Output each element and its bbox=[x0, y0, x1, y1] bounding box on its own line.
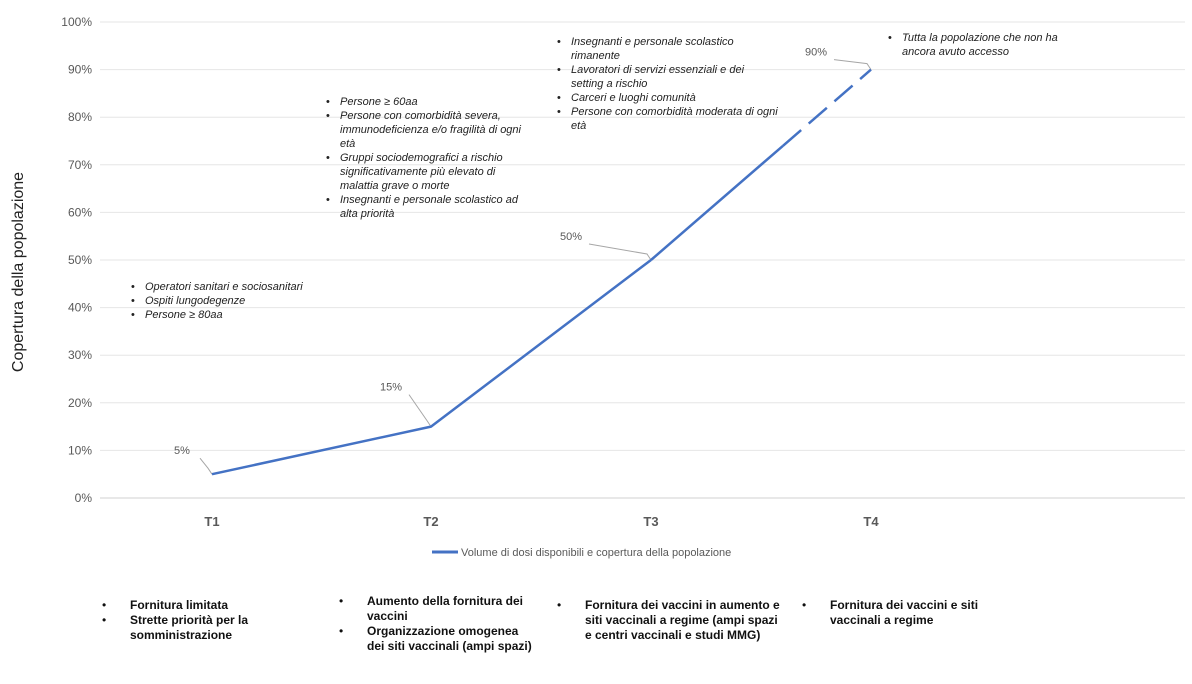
data-label-leaders bbox=[199, 59, 872, 475]
leader-line bbox=[199, 457, 213, 475]
note-item: Fornitura dei vaccini in aumento e siti … bbox=[555, 598, 785, 643]
y-tick-label: 60% bbox=[68, 205, 92, 219]
y-tick-label: 70% bbox=[68, 158, 92, 172]
legend: Volume di dosi disponibili e copertura d… bbox=[432, 547, 731, 559]
note-t1: Fornitura limitata Strette priorità per … bbox=[100, 598, 310, 643]
annotation-item: Persone ≥ 60aa bbox=[322, 95, 522, 109]
x-category-label: T2 bbox=[423, 514, 438, 529]
y-tick-label: 10% bbox=[68, 443, 92, 457]
annotation-item: Carceri e luoghi comunità bbox=[553, 91, 778, 105]
leader-line bbox=[588, 243, 652, 261]
note-item: Fornitura dei vaccini e siti vaccinali a… bbox=[800, 598, 1010, 628]
annotation-item: Persone ≥ 80aa bbox=[127, 308, 327, 322]
y-tick-label: 40% bbox=[68, 301, 92, 315]
leader-line bbox=[833, 59, 872, 70]
data-label: 15% bbox=[380, 382, 402, 394]
series-line bbox=[211, 68, 872, 476]
annotation-item: Insegnanti e personale scolastico ad alt… bbox=[322, 193, 522, 221]
annotation-item: Operatori sanitari e sociosanitari bbox=[127, 280, 327, 294]
annotation-item: Ospiti lungodegenze bbox=[127, 294, 327, 308]
series-line-dashed bbox=[782, 68, 872, 147]
note-t3: Fornitura dei vaccini in aumento e siti … bbox=[555, 598, 785, 643]
note-t2: Aumento della fornitura dei vaccini Orga… bbox=[337, 594, 532, 654]
note-item: Aumento della fornitura dei vaccini bbox=[337, 594, 532, 624]
y-tick-label: 100% bbox=[61, 15, 92, 29]
y-tick-label: 90% bbox=[68, 63, 92, 77]
annotation-item: Lavoratori di servizi essenziali e dei s… bbox=[553, 63, 778, 91]
y-tick-label: 50% bbox=[68, 253, 92, 267]
annotation-item: Persone con comorbidità moderata di ogni… bbox=[553, 105, 778, 133]
leader-line bbox=[408, 394, 432, 427]
annotation-item: Insegnanti e personale scolastico rimane… bbox=[553, 35, 778, 63]
data-label: 50% bbox=[560, 231, 582, 243]
annotation-item: Gruppi sociodemografici a rischio signif… bbox=[322, 151, 522, 193]
data-label: 5% bbox=[174, 445, 190, 457]
annotation-item: Persone con comorbidità severa, immunode… bbox=[322, 109, 522, 151]
x-category-label: T3 bbox=[643, 514, 658, 529]
y-tick-label: 30% bbox=[68, 348, 92, 362]
y-tick-label: 20% bbox=[68, 396, 92, 410]
note-item: Organizzazione omogenea dei siti vaccina… bbox=[337, 624, 532, 654]
annotation-t3: Insegnanti e personale scolastico rimane… bbox=[553, 35, 778, 133]
x-category-label: T1 bbox=[204, 514, 219, 529]
data-labels: 5% 15% 50% 90% bbox=[174, 47, 827, 458]
series-line-solid bbox=[211, 259, 652, 476]
series-line-segment bbox=[650, 144, 784, 261]
annotation-t2: Persone ≥ 60aa Persone con comorbidità s… bbox=[322, 95, 522, 221]
y-tick-label: 80% bbox=[68, 110, 92, 124]
annotation-t1: Operatori sanitari e sociosanitari Ospit… bbox=[127, 280, 327, 322]
y-tick-label: 0% bbox=[75, 491, 93, 505]
y-axis-label: Copertura della popolazione bbox=[10, 172, 27, 372]
annotation-t4: Tutta la popolazione che non ha ancora a… bbox=[884, 31, 1074, 59]
note-t4: Fornitura dei vaccini e siti vaccinali a… bbox=[800, 598, 1010, 628]
data-label: 90% bbox=[805, 47, 827, 59]
x-axis-categories: T1 T2 T3 T4 bbox=[204, 514, 879, 529]
annotation-item: Tutta la popolazione che non ha ancora a… bbox=[884, 31, 1074, 59]
note-item: Strette priorità per la somministrazione bbox=[100, 613, 310, 643]
note-item: Fornitura limitata bbox=[100, 598, 310, 613]
x-category-label: T4 bbox=[863, 514, 879, 529]
coverage-line-chart: 0% 10% 20% 30% 40% 50% 60% 70% 80% 90% 100% T1 T2 T3… bbox=[10, 15, 1185, 559]
legend-label: Volume di dosi disponibili e copertura d… bbox=[461, 547, 731, 559]
y-axis-ticks: 0% 10% 20% 30% 40% 50% 60% 70% 80% 90% 100% bbox=[61, 15, 92, 505]
